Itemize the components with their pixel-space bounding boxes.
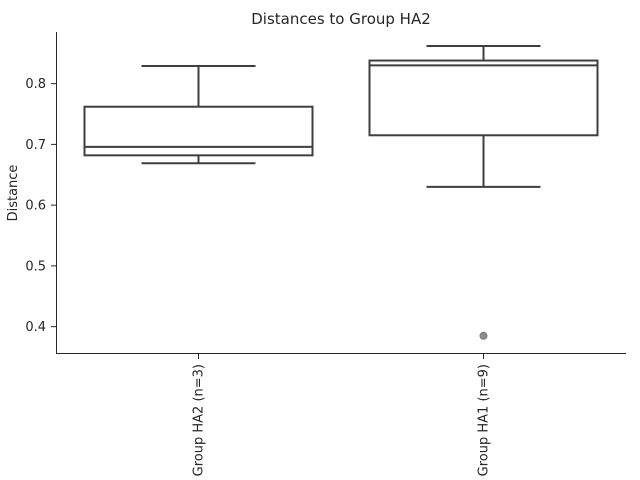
y-tick-label: 0.8	[25, 77, 46, 92]
chart-title: Distances to Group HA2	[251, 10, 431, 28]
box-group	[368, 44, 599, 340]
iqr-box	[368, 59, 599, 137]
y-tick-label: 0.7	[25, 138, 46, 153]
y-axis-label: Distance	[6, 165, 21, 222]
y-tick-label: 0.6	[25, 199, 46, 214]
x-tick-label: Group HA1 (n=9)	[477, 364, 492, 476]
y-tick-label: 0.4	[25, 320, 46, 335]
plot-area: 0.4 0.5 0.6 0.7 0.8 Group HA2 (n=3) Group HA1 …	[25, 44, 599, 476]
x-tick-label: Group HA2 (n=3)	[192, 364, 207, 476]
y-tick-label: 0.5	[25, 259, 46, 274]
iqr-box	[83, 105, 314, 157]
outlier-point	[479, 331, 488, 340]
box-group	[83, 65, 314, 165]
